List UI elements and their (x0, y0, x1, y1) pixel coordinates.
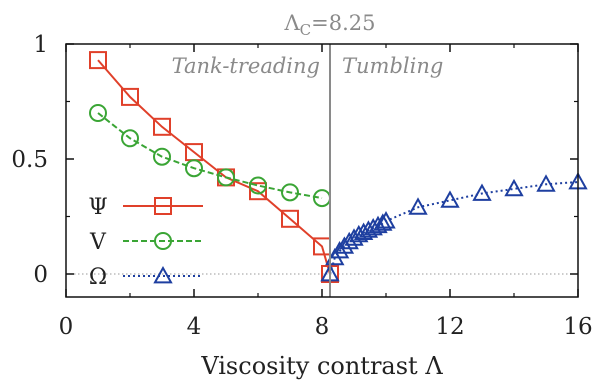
data-point-square (89, 51, 107, 70)
axis-ticks (65, 43, 579, 297)
axis-labels: 0 4 8 12 16 0 0.5 1 (11, 32, 592, 340)
data-point-triangle (368, 215, 388, 234)
data-point-circle (89, 104, 107, 122)
data-point-circle (121, 129, 139, 148)
critical-value: =8.25 (311, 11, 375, 35)
legend: ΨVΩ (88, 195, 203, 290)
data-point-triangle (329, 240, 350, 259)
data-point-circle (185, 159, 203, 178)
legend-item-circle: V (89, 230, 203, 255)
region-label-tank-treading: Tank-treading (172, 54, 320, 78)
data-point-square (153, 117, 171, 136)
x-tick-label: 12 (435, 314, 464, 340)
data-point-triangle (408, 197, 428, 215)
data-point-square (121, 87, 139, 106)
x-tick-label: 8 (315, 314, 330, 340)
y-tick-label: 0.5 (11, 147, 48, 173)
legend-item-triangle: Ω (89, 265, 203, 290)
series-circle (89, 104, 331, 208)
data-point-circle (249, 176, 267, 195)
series-line-circle (97, 112, 323, 200)
data-point-circle (153, 147, 171, 166)
y-tick-label: 0 (33, 262, 48, 288)
series-line-triangle (329, 181, 579, 275)
legend-marker-triangle (153, 265, 173, 284)
critical-value-label: ΛC=8.25 (283, 11, 375, 39)
legend-label: V (89, 230, 107, 255)
series-triangle (320, 171, 588, 282)
legend-marker-square (154, 197, 172, 215)
series-group (89, 51, 588, 283)
critical-subscript: C (300, 21, 311, 39)
data-point-square (249, 182, 267, 201)
x-tick-label: 4 (187, 314, 202, 340)
legend-label: Ω (89, 265, 107, 290)
x-axis-title: Viscosity contrast Λ (200, 352, 443, 380)
critical-symbol: Λ (283, 11, 300, 35)
data-point-triangle (472, 183, 492, 201)
series-square (89, 51, 339, 283)
data-point-triangle (504, 178, 524, 197)
y-tick-label: 1 (33, 32, 48, 58)
data-point-triangle (536, 174, 556, 192)
data-point-triangle (373, 213, 393, 231)
x-tick-label: 0 (59, 314, 74, 340)
legend-label: Ψ (88, 195, 107, 220)
data-point-triangle (344, 228, 364, 246)
plot-border (65, 43, 579, 298)
data-point-square (281, 209, 299, 228)
data-point-triangle (440, 190, 460, 208)
data-point-triangle (376, 211, 396, 229)
legend-item-square: Ψ (88, 195, 203, 220)
data-point-circle (217, 168, 235, 187)
x-tick-label: 16 (563, 314, 592, 340)
plot-frame (65, 43, 579, 298)
data-point-circle (281, 183, 299, 202)
legend-marker-circle (154, 232, 172, 250)
region-label-tumbling: Tumbling (342, 54, 443, 78)
